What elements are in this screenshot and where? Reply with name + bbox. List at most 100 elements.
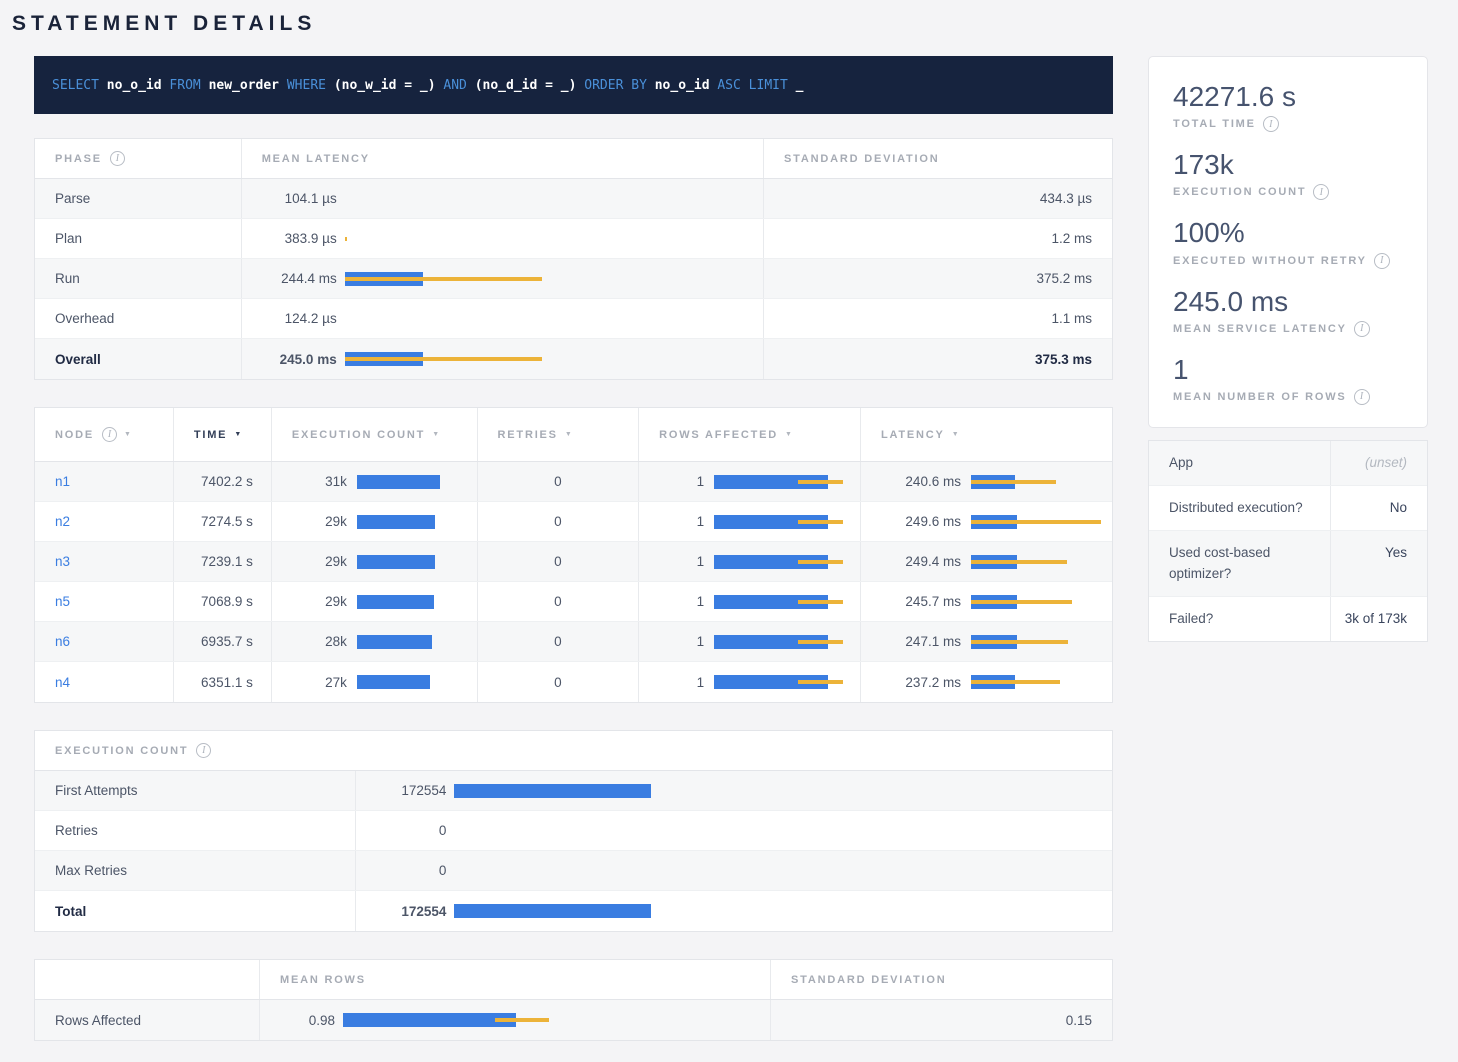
rows-affected-table: Mean Rows Standard Deviation Rows Affect… <box>34 959 1113 1041</box>
node-link[interactable]: n2 <box>55 514 70 529</box>
executed-without-retry-info-icon[interactable]: i <box>1374 253 1390 269</box>
exec-row-label: First Attempts <box>35 771 355 810</box>
exec-count-bar <box>454 784 1100 798</box>
node-info-icon[interactable]: i <box>102 427 117 442</box>
phase-row-plan: Plan 383.9 µs 1.2 ms <box>35 219 1112 259</box>
stat-label: Execution Count <box>1173 186 1306 198</box>
execution-count-table: Execution Count i First Attempts 172554 … <box>34 730 1113 932</box>
phase-label: Overall <box>35 339 241 379</box>
rows-affected-bar <box>714 595 850 609</box>
node-retries: 0 <box>477 622 639 661</box>
rows-affected-bar <box>714 675 850 689</box>
exec-count-bar <box>357 635 465 649</box>
node-link[interactable]: n1 <box>55 474 70 489</box>
total-time-info-icon[interactable]: i <box>1263 116 1279 132</box>
std-dev-value: 434.3 µs <box>763 179 1112 218</box>
exec-count-bar <box>454 904 1100 918</box>
phase-latency-table: Phase i Mean Latency Standard Deviation … <box>34 138 1113 380</box>
rows-std-dev-value: 0.15 <box>770 1000 1112 1040</box>
node-time: 7068.9 s <box>173 582 271 621</box>
time-column-header[interactable]: Time ▼ <box>173 408 271 461</box>
exec-row-value: 172554 <box>376 783 446 798</box>
node-latency: 247.1 ms <box>881 634 961 649</box>
summary-stats-card: 42271.6 s Total Time i 173k Execution Co… <box>1148 56 1428 428</box>
page-title: STATEMENT DETAILS <box>12 12 1428 36</box>
sql-keyword: ORDER BY <box>576 78 654 93</box>
attribute-row-cost-based-optimizer: Used cost-based optimizer? Yes <box>1149 531 1427 597</box>
node-rows-affected: 1 <box>659 514 704 529</box>
exec-count-bar <box>357 555 465 569</box>
node-time: 7239.1 s <box>173 542 271 581</box>
sort-arrow-icon: ▼ <box>565 431 572 438</box>
node-link[interactable]: n6 <box>55 634 70 649</box>
execution-count-header-cell: Execution Count i <box>35 731 1112 770</box>
mean-rows-column-header: Mean Rows <box>259 960 770 999</box>
stat-value: 1 <box>1173 354 1403 386</box>
sort-arrow-icon: ▼ <box>234 431 241 438</box>
attribute-value: No <box>1330 486 1427 530</box>
node-link[interactable]: n4 <box>55 675 70 690</box>
retries-column-header[interactable]: Retries ▼ <box>477 408 639 461</box>
attribute-row-failed: Failed? 3k of 173k <box>1149 597 1427 641</box>
node-retries: 0 <box>477 542 639 581</box>
sql-keyword: FROM <box>162 78 209 93</box>
node-link[interactable]: n3 <box>55 554 70 569</box>
node-exec-count: 29k <box>292 514 347 529</box>
mean-latency-value: 244.4 ms <box>262 271 337 286</box>
exec-count-bar <box>454 864 1100 878</box>
exec-count-bar <box>357 675 465 689</box>
execution-count-info-icon[interactable]: i <box>1313 184 1329 200</box>
phase-info-icon[interactable]: i <box>110 151 125 166</box>
execution-count-column-header[interactable]: Execution Count ▼ <box>271 408 477 461</box>
node-latency: 240.6 ms <box>881 474 961 489</box>
attribute-label: Distributed execution? <box>1149 486 1330 530</box>
node-retries: 0 <box>477 582 639 621</box>
node-retries: 0 <box>477 462 639 501</box>
node-column-header[interactable]: Node i ▼ <box>35 408 173 461</box>
exec-row-total: Total 172554 <box>35 891 1112 931</box>
sort-arrow-icon: ▼ <box>124 431 131 438</box>
mean-rows-value: 0.98 <box>280 1013 335 1028</box>
node-link[interactable]: n5 <box>55 594 70 609</box>
phase-label: Parse <box>35 179 241 218</box>
statement-attributes-table: App (unset) Distributed execution? No Us… <box>1148 440 1428 642</box>
latency-bar <box>345 272 755 286</box>
mean-service-latency-info-icon[interactable]: i <box>1354 321 1370 337</box>
stat-value: 42271.6 s <box>1173 81 1403 113</box>
sort-arrow-icon: ▼ <box>952 431 959 438</box>
node-rows-affected: 1 <box>659 554 704 569</box>
node-exec-count: 31k <box>292 474 347 489</box>
node-latency: 249.6 ms <box>881 514 961 529</box>
mean-number-of-rows-info-icon[interactable]: i <box>1354 389 1370 405</box>
mean-latency-value: 245.0 ms <box>262 352 337 367</box>
rows-affected-row: Rows Affected 0.98 0.15 <box>35 1000 1112 1040</box>
latency-column-header[interactable]: Latency ▼ <box>860 408 1112 461</box>
std-dev-value: 375.2 ms <box>763 259 1112 298</box>
node-latency-bar <box>971 635 1102 649</box>
mean-latency-value: 383.9 µs <box>262 231 337 246</box>
sql-identifier: no_o_id <box>655 78 710 93</box>
execution-count-info-icon[interactable]: i <box>196 743 211 758</box>
rows-affected-bar <box>714 475 850 489</box>
sql-identifier: _ <box>796 78 804 93</box>
attribute-value: (unset) <box>1330 441 1427 485</box>
std-dev-value: 375.3 ms <box>763 339 1112 379</box>
mean-latency-column-header: Mean Latency <box>241 139 763 178</box>
exec-row-first-attempts: First Attempts 172554 <box>35 771 1112 811</box>
rows-affected-bar <box>714 635 850 649</box>
exec-row-retries: Retries 0 <box>35 811 1112 851</box>
node-rows-affected: 1 <box>659 474 704 489</box>
node-latency: 249.4 ms <box>881 554 961 569</box>
attribute-value: Yes <box>1330 531 1427 596</box>
rows-affected-column-header[interactable]: Rows Affected ▼ <box>638 408 860 461</box>
sql-keyword: WHERE <box>279 78 334 93</box>
node-retries: 0 <box>477 662 639 702</box>
node-exec-count: 29k <box>292 594 347 609</box>
std-dev-value: 1.1 ms <box>763 299 1112 338</box>
exec-row-label: Max Retries <box>35 851 355 890</box>
attribute-row-app: App (unset) <box>1149 441 1427 486</box>
exec-count-bar <box>357 475 465 489</box>
stat-mean-service-latency: 245.0 ms Mean Service Latency i <box>1173 286 1403 337</box>
execution-count-table-header: Execution Count i <box>35 731 1112 771</box>
sql-identifier: new_order <box>209 78 279 93</box>
